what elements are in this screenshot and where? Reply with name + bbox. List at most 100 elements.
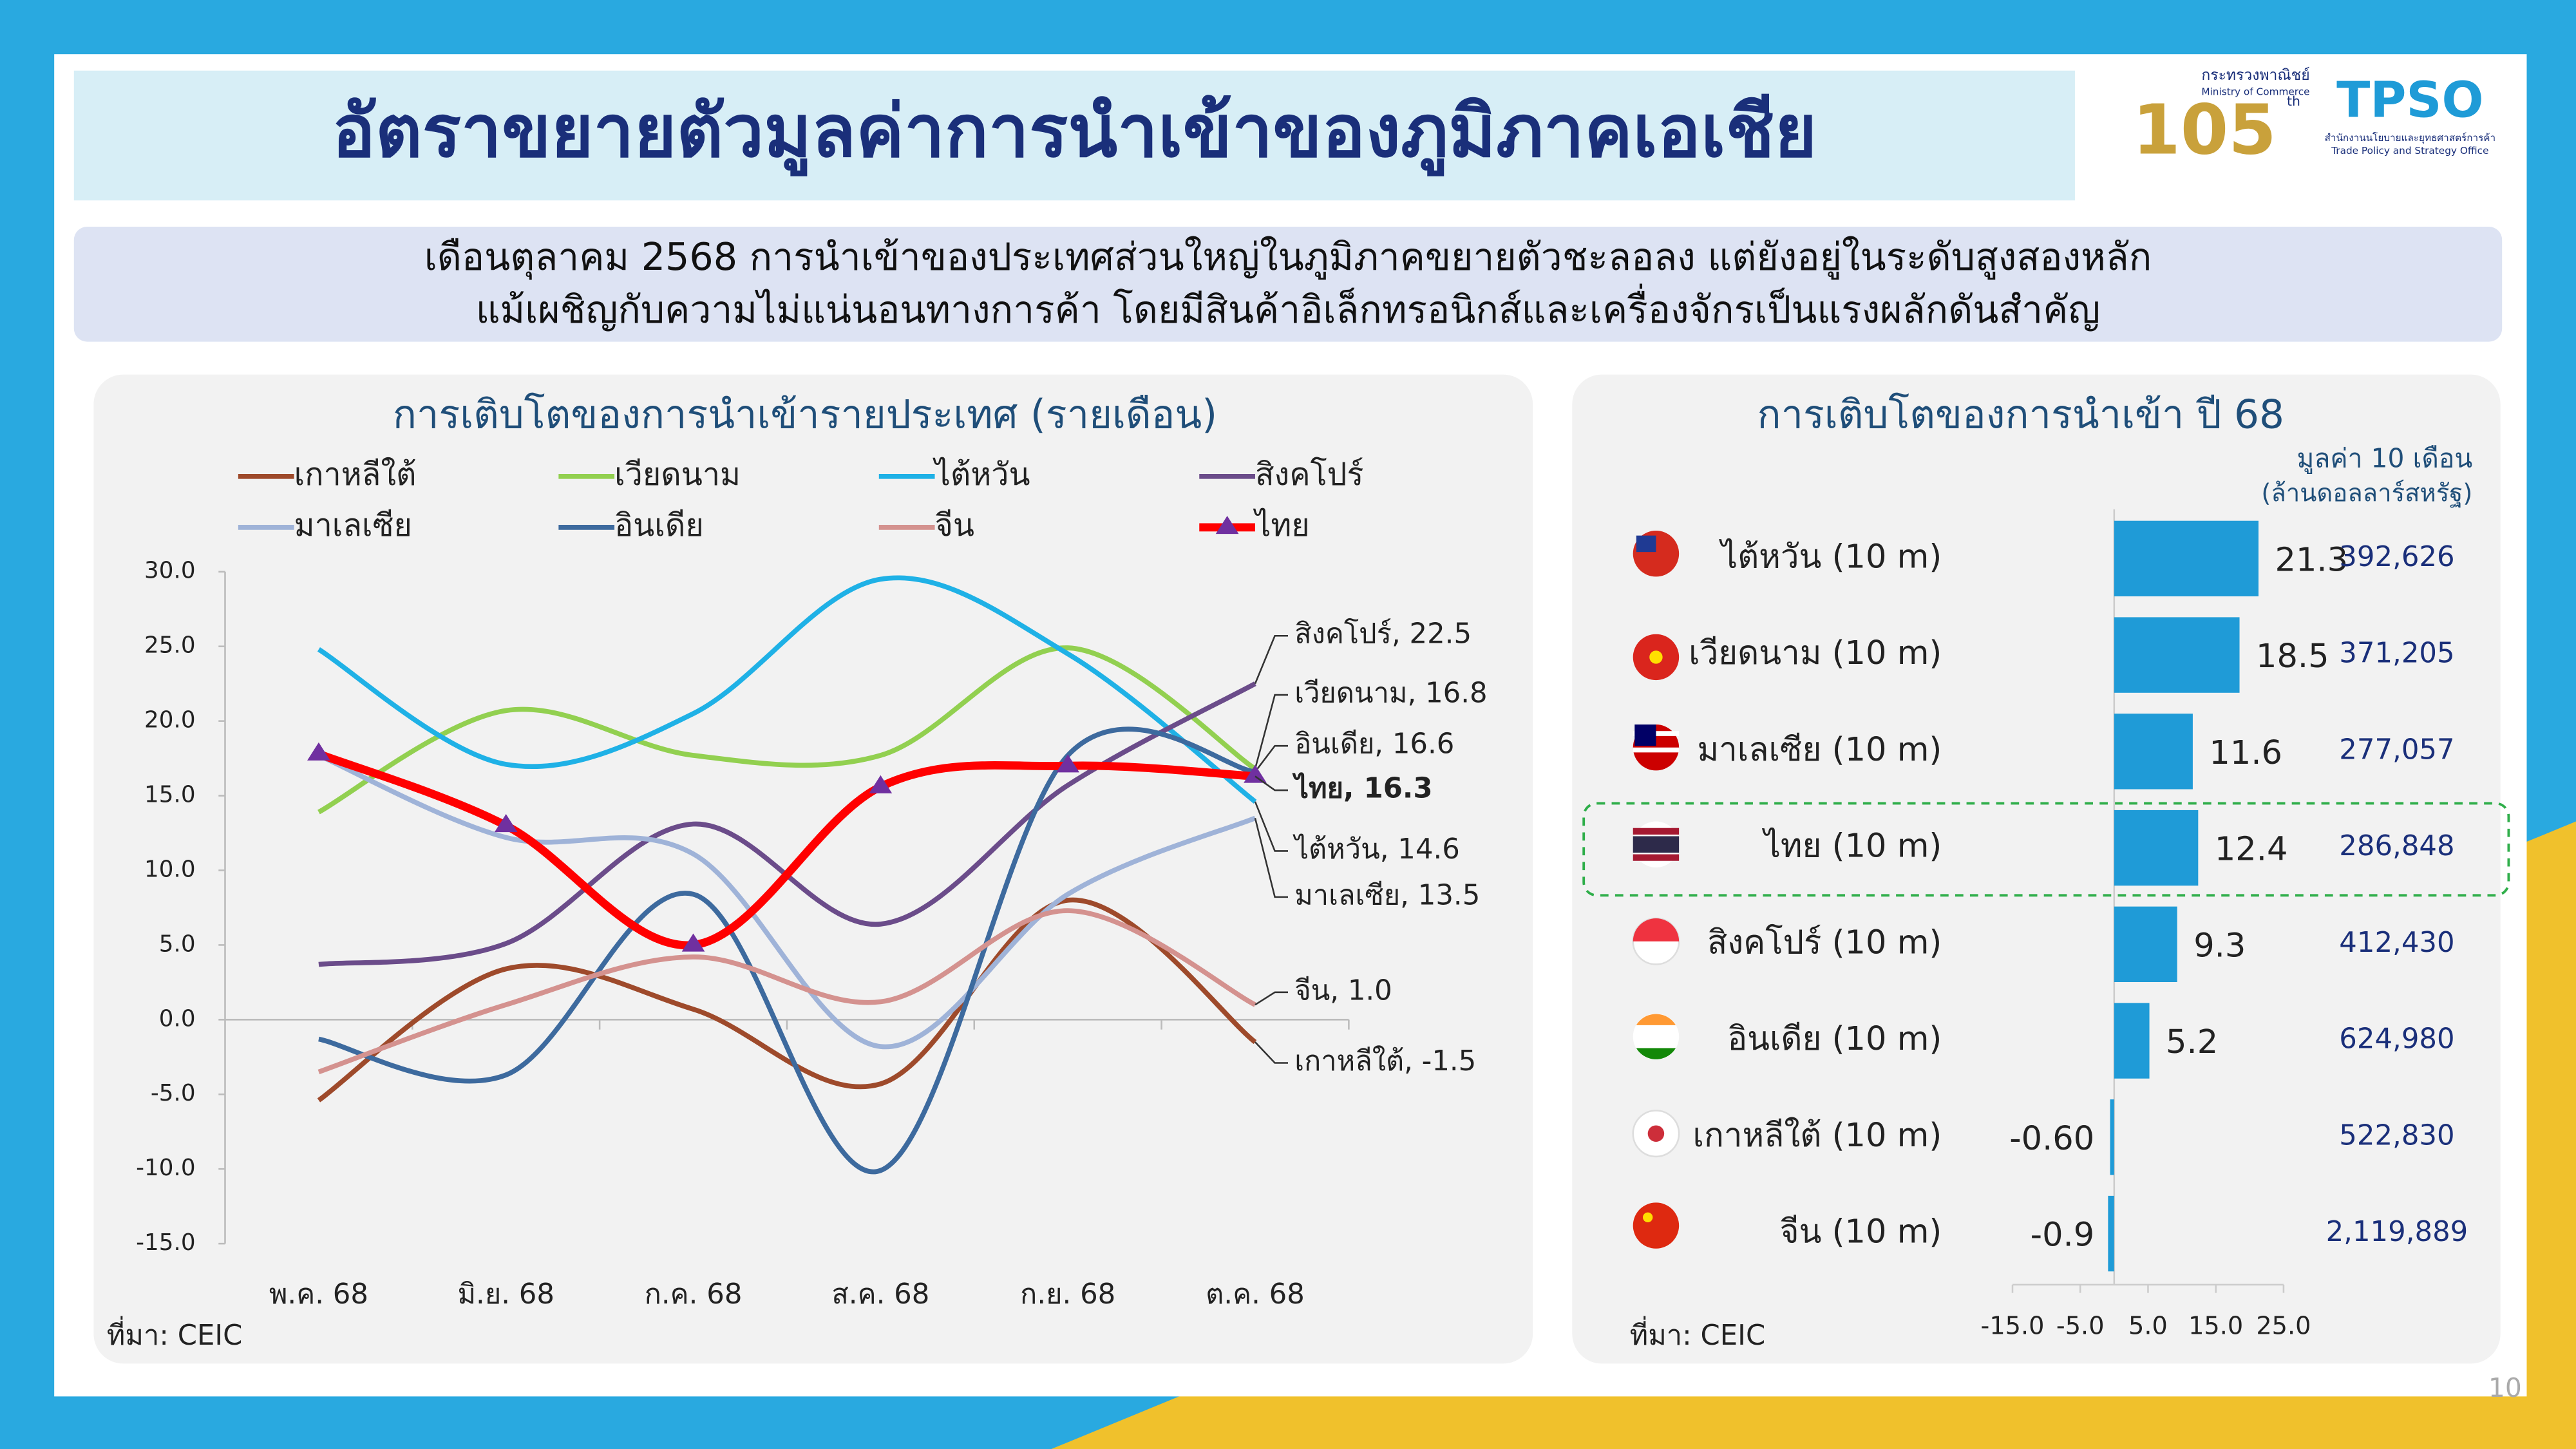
value-label: 5.2: [2166, 1023, 2218, 1061]
legend-label: ไทย: [1253, 507, 1310, 544]
leader-line: [1254, 818, 1288, 898]
category-label: สิงคโปร์ (10 m): [1707, 923, 1942, 961]
logo-text: Ministry of Commerce: [2201, 86, 2309, 97]
series-line: [317, 750, 1256, 950]
flag: [1633, 918, 1680, 942]
y-tick-label: 15.0: [144, 782, 196, 808]
value-label: 11.6: [2209, 734, 2282, 772]
flag: [1633, 854, 1680, 861]
category-label: อินเดีย (10 m): [1727, 1020, 1942, 1058]
value-column-label: 277,057: [2339, 734, 2454, 766]
leader-line: [1254, 694, 1288, 770]
leader-line: [1254, 744, 1288, 773]
flag: [1647, 1125, 1665, 1142]
end-label: จีน, 1.0: [1294, 974, 1392, 1007]
y-tick-label: -5.0: [151, 1080, 196, 1106]
legend-marker: [1215, 516, 1239, 535]
logo-text: Trade Policy and Strategy Office: [2331, 145, 2488, 156]
flag: [1643, 1212, 1653, 1222]
category-label: จีน (10 m): [1780, 1213, 1942, 1251]
source: ที่มา: CEIC: [1630, 1316, 1766, 1352]
category-label: เวียดนาม (10 m): [1689, 634, 1942, 672]
y-tick-label: -10.0: [136, 1155, 195, 1181]
value-column-label: 392,626: [2339, 541, 2454, 573]
marker: [681, 933, 705, 952]
value-column-label: 412,430: [2339, 927, 2454, 959]
logo-text: สำนักงานนโยบายและยุทธศาสตร์การค้า: [2325, 132, 2496, 144]
flag: [1633, 836, 1680, 853]
legend-label: สิงคโปร์: [1255, 457, 1363, 493]
marker: [869, 775, 893, 793]
bar: [2114, 810, 2199, 886]
x-tick-label: ก.ค. 68: [645, 1278, 743, 1311]
source: ที่มา: CEIC: [107, 1316, 243, 1352]
y-tick-label: 0.0: [159, 1005, 196, 1032]
legend-label: เวียดนาม: [614, 457, 741, 493]
category-label: ไทย (10 m): [1761, 828, 1942, 866]
leader-line: [1255, 1041, 1288, 1064]
category-label: ไต้หวัน (10 m): [1719, 538, 1942, 576]
column-title: (ล้านดอลลาร์สหรัฐ): [2261, 478, 2472, 507]
chart-panel: [1572, 374, 2501, 1364]
highlight-box: [1582, 802, 2510, 897]
flag: [1649, 650, 1663, 664]
category-label: เกาหลีใต้ (10 m): [1693, 1117, 1942, 1155]
bar: [2114, 520, 2259, 597]
value-label: -0.9: [2031, 1217, 2095, 1255]
flag: [1636, 1048, 1676, 1059]
value-label: -0.60: [2009, 1120, 2094, 1158]
value-column-label: 522,830: [2339, 1119, 2454, 1151]
leader-line: [1254, 634, 1288, 685]
series-line: [317, 753, 1256, 1050]
end-label: สิงคโปร์, 22.5: [1294, 618, 1472, 650]
x-tick-label: พ.ค. 68: [269, 1278, 368, 1311]
title-box: [73, 70, 2075, 201]
y-tick-label: 20.0: [144, 707, 196, 734]
bar: [2108, 1195, 2114, 1272]
summary-text: เดือนตุลาคม 2568 การนำเข้าของประเทศส่วนใ…: [424, 235, 2152, 280]
summary-text: แม้เผชิญกับความไม่แน่นอนทางการค้า โดยมีส…: [476, 283, 2101, 332]
x-tick-label: 15.0: [2188, 1312, 2243, 1341]
page-number: 10: [2488, 1372, 2522, 1403]
y-tick-label: 25.0: [144, 632, 196, 659]
series-line: [317, 897, 1257, 1103]
marker: [1056, 754, 1080, 773]
end-label: ไทย, 16.3: [1292, 772, 1432, 805]
y-tick-label: 5.0: [159, 931, 196, 957]
flag: [1633, 747, 1680, 753]
flag: [1634, 724, 1656, 746]
summary-box: [73, 227, 2503, 342]
legend-label: มาเลเซีย: [294, 507, 412, 544]
chart-title: การเติบโตของการนำเข้า ปี 68: [1757, 392, 2284, 438]
leader-line: [1254, 801, 1288, 852]
category-label: มาเลเซีย (10 m): [1698, 731, 1942, 769]
series-line: [317, 575, 1257, 804]
x-tick-label: 25.0: [2256, 1312, 2311, 1341]
bar: [2114, 617, 2240, 693]
y-tick-label: 10.0: [144, 856, 196, 882]
y-tick-label: 30.0: [144, 558, 196, 584]
legend-label: จีน: [935, 507, 975, 544]
value-label: 21.3: [2275, 541, 2348, 579]
end-label: อินเดีย, 16.6: [1294, 728, 1454, 761]
legend-label: เกาหลีใต้: [294, 457, 417, 493]
x-tick-label: -15.0: [1981, 1312, 2045, 1341]
bar: [2114, 1003, 2150, 1079]
logo-text: TPSO: [2336, 72, 2483, 129]
legend-label: ไต้หวัน: [933, 457, 1030, 493]
series-line: [318, 726, 1256, 1175]
marker: [494, 814, 518, 833]
y-tick-label: -15.0: [136, 1229, 195, 1256]
value-label: 18.5: [2256, 638, 2329, 676]
chart-title: การเติบโตของการนำเข้ารายประเทศ (รายเดือน…: [393, 392, 1217, 438]
chart-panel: [93, 374, 1533, 1364]
value-label: 9.3: [2193, 927, 2246, 965]
end-label: มาเลเซีย, 13.5: [1294, 879, 1480, 911]
bar: [2114, 714, 2193, 790]
value-column-label: 624,980: [2339, 1023, 2454, 1056]
value-column-label: 2,119,889: [2326, 1216, 2468, 1248]
flags: [1632, 530, 1680, 1249]
marker: [307, 742, 330, 761]
